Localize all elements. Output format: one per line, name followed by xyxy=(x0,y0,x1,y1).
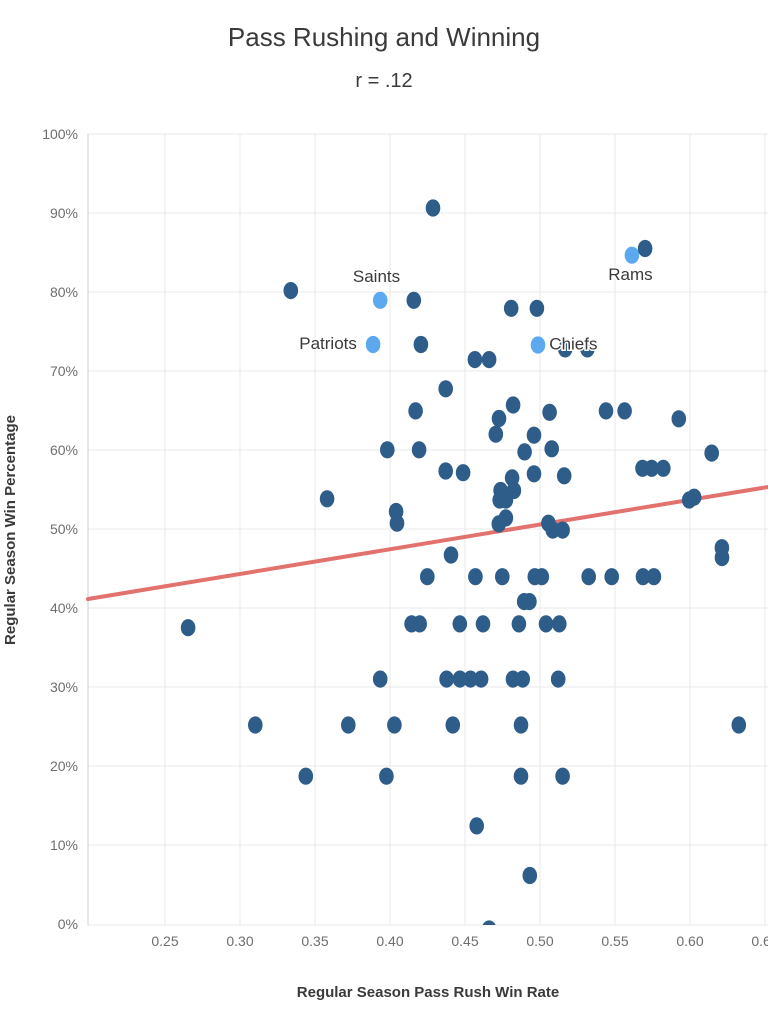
svg-text:30%: 30% xyxy=(50,679,78,695)
svg-text:0.35: 0.35 xyxy=(301,933,328,949)
svg-text:10%: 10% xyxy=(50,837,78,853)
svg-text:0.45: 0.45 xyxy=(451,933,478,949)
svg-text:0.30: 0.30 xyxy=(226,933,253,949)
svg-text:0.25: 0.25 xyxy=(151,933,178,949)
svg-text:0.60: 0.60 xyxy=(676,933,703,949)
svg-text:70%: 70% xyxy=(50,363,78,379)
svg-text:Patriots: Patriots xyxy=(299,334,357,353)
svg-text:0.40: 0.40 xyxy=(376,933,403,949)
svg-text:90%: 90% xyxy=(50,205,78,221)
svg-text:0.50: 0.50 xyxy=(526,933,553,949)
svg-text:Rams: Rams xyxy=(608,265,652,284)
svg-text:40%: 40% xyxy=(50,600,78,616)
svg-text:60%: 60% xyxy=(50,442,78,458)
svg-text:Chiefs: Chiefs xyxy=(549,335,597,354)
svg-text:0%: 0% xyxy=(58,916,78,932)
svg-text:Saints: Saints xyxy=(353,267,400,286)
svg-text:Regular Season Win Percentage: Regular Season Win Percentage xyxy=(2,415,19,645)
svg-text:0.65: 0.65 xyxy=(751,933,768,949)
svg-text:100%: 100% xyxy=(42,126,78,142)
svg-text:20%: 20% xyxy=(50,758,78,774)
svg-text:Regular Season Pass Rush Win R: Regular Season Pass Rush Win Rate xyxy=(297,984,559,1001)
svg-text:0.55: 0.55 xyxy=(601,933,628,949)
svg-text:50%: 50% xyxy=(50,521,78,537)
svg-text:80%: 80% xyxy=(50,284,78,300)
